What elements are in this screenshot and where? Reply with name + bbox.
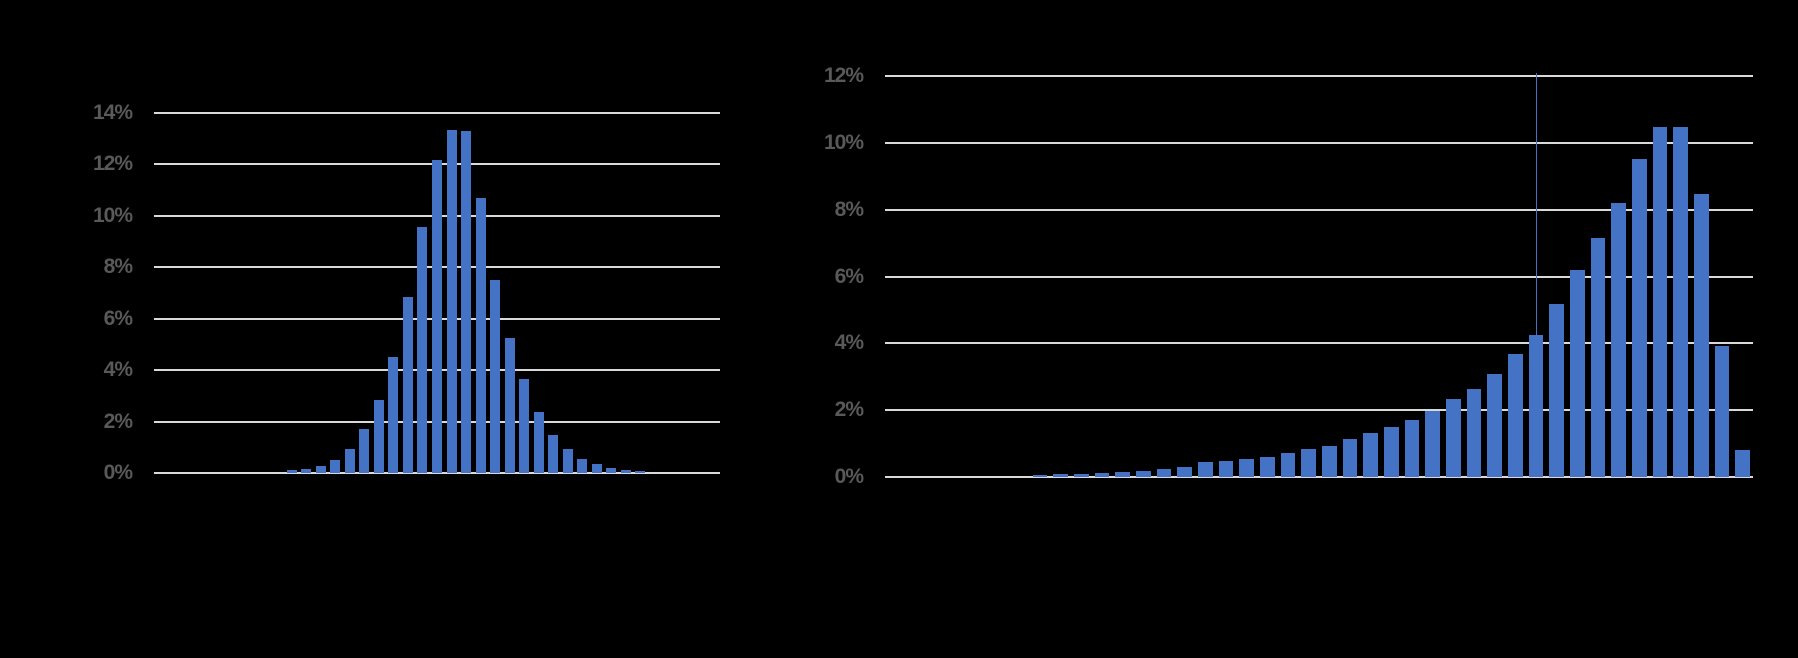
histogram-bar: [1569, 269, 1585, 477]
histogram-bar: [1342, 438, 1358, 477]
histogram-bar: [1259, 456, 1275, 477]
histogram-bar: [1466, 388, 1482, 477]
y-axis-tick-label: 4%: [103, 358, 133, 382]
histogram-bar: [330, 460, 341, 473]
histogram-bar: [1487, 373, 1503, 477]
histogram-bar: [431, 160, 442, 473]
y-axis-tick-label: 12%: [92, 152, 133, 176]
histogram-bar: [1631, 158, 1647, 477]
histogram-bar: [1135, 470, 1151, 477]
histogram-bar: [1156, 468, 1172, 477]
gridline: [885, 275, 1753, 278]
histogram-bar: [402, 296, 413, 473]
histogram-bar: [1404, 419, 1420, 477]
histogram-bar: [1507, 353, 1523, 477]
histogram-bar: [417, 226, 428, 473]
histogram-bar: [562, 449, 573, 473]
histogram-bar: [344, 449, 355, 473]
gridline: [885, 476, 1753, 478]
histogram-bar: [1528, 334, 1544, 477]
histogram-bar: [1363, 433, 1379, 477]
histogram-bar: [286, 470, 297, 473]
histogram-bar: [1425, 411, 1441, 477]
histogram-bar: [1301, 448, 1317, 477]
histogram-bar: [591, 464, 602, 473]
histogram-bar: [519, 378, 530, 473]
histogram-bar: [1321, 445, 1337, 477]
y-axis-tick-label: 2%: [834, 398, 864, 422]
y-axis-tick-label: 6%: [103, 306, 133, 330]
histogram-bar: [1735, 450, 1751, 477]
histogram-bar: [620, 469, 631, 473]
histogram-bar: [1218, 460, 1234, 477]
histogram-bar: [446, 130, 457, 473]
histogram-bar: [359, 429, 370, 473]
histogram-bar: [1673, 126, 1689, 477]
histogram-bar: [373, 399, 384, 473]
gridline: [885, 208, 1753, 211]
histogram-bar: [1693, 193, 1709, 477]
histogram-bar: [1445, 398, 1461, 477]
y-axis-tick-label: 4%: [834, 331, 864, 355]
histogram-bar: [490, 280, 501, 473]
histogram-bar: [1094, 473, 1110, 477]
reference-vertical-line: [1536, 73, 1537, 335]
y-axis-tick-label: 8%: [103, 255, 133, 279]
histogram-bar: [388, 356, 399, 473]
histogram-bar: [1239, 458, 1255, 477]
y-axis-tick-label: 12%: [823, 64, 864, 87]
y-axis-tick-label: 0%: [103, 461, 133, 484]
right-plot-area: 0% 2% 4% 6% 8% 10% 12%: [824, 64, 1753, 488]
left-histogram-chart: 0% 2% 4% 6% 8% 10% 12% 14%: [0, 0, 760, 520]
histogram-bar: [635, 470, 646, 473]
histogram-bar: [1032, 475, 1048, 477]
right-histogram-chart: 0% 2% 4% 6% 8% 10% 12%: [760, 0, 1798, 520]
left-plot-area: 0% 2% 4% 6% 8% 10% 12% 14%: [93, 101, 720, 484]
histogram-bar: [1197, 461, 1213, 477]
gridline: [885, 141, 1753, 144]
histogram-bar: [1073, 474, 1089, 477]
histogram-bar: [1383, 426, 1399, 477]
histogram-bar: [1652, 126, 1668, 477]
histogram-bar: [1053, 474, 1069, 477]
histogram-bar: [606, 468, 617, 473]
gridline: [885, 75, 1753, 77]
histogram-bar: [301, 469, 312, 473]
gridline: [154, 112, 720, 114]
histogram-bar: [577, 459, 588, 473]
histogram-bar: [315, 466, 326, 473]
y-axis-tick-label: 14%: [92, 101, 133, 124]
histogram-bar: [1115, 472, 1131, 477]
histogram-bar: [1177, 466, 1193, 477]
y-axis-tick-label: 10%: [823, 130, 864, 154]
histogram-bar: [1280, 452, 1296, 477]
y-axis-tick-label: 8%: [834, 197, 864, 221]
histogram-bar: [475, 198, 486, 473]
histogram-bar: [548, 434, 559, 473]
histogram-bar: [533, 412, 544, 473]
gridline: [885, 409, 1753, 412]
histogram-bar: [1549, 304, 1565, 477]
histogram-bar: [1611, 202, 1627, 477]
histogram-bar: [1590, 237, 1606, 477]
y-axis-tick-label: 10%: [92, 203, 133, 227]
y-axis-tick-label: 0%: [834, 465, 864, 488]
gridline: [885, 342, 1753, 345]
gridline: [154, 472, 720, 474]
histogram-bar: [504, 337, 515, 473]
histogram-bar: [1714, 346, 1730, 477]
y-axis-tick-label: 6%: [834, 264, 864, 288]
y-axis-tick-label: 2%: [103, 409, 133, 433]
histogram-bar: [461, 131, 472, 473]
